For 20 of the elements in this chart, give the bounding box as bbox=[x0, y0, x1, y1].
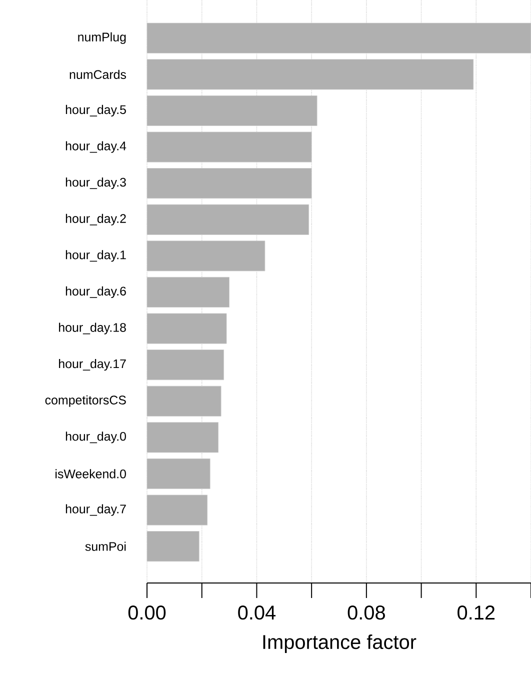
y-tick-label: hour_day.0 bbox=[66, 432, 126, 444]
y-tick-label: hour_day.7 bbox=[66, 504, 126, 516]
y-tick-label: numPlug bbox=[78, 32, 126, 44]
y-tick-label: hour_day.17 bbox=[59, 359, 126, 371]
y-tick-label: competitorsCS bbox=[45, 395, 126, 407]
y-tick-label: hour_day.4 bbox=[66, 141, 126, 153]
y-tick-label: hour_day.5 bbox=[66, 104, 126, 117]
y-tick-label: hour_day.3 bbox=[66, 178, 126, 190]
x-tick-label: 0.00 bbox=[128, 606, 166, 620]
x-axis-title: Importance factor bbox=[263, 634, 416, 654]
y-tick-label: hour_day.2 bbox=[66, 214, 126, 226]
y-tick-label: isWeekend.0 bbox=[56, 469, 126, 478]
y-tick-label: numCards bbox=[70, 70, 126, 79]
x-tick-label: 0.12 bbox=[458, 606, 495, 620]
y-tick-label: hour_day.6 bbox=[66, 286, 126, 298]
y-tick-label: hour_day.18 bbox=[59, 322, 126, 334]
y-tick-label: hour_day.1 bbox=[66, 250, 126, 262]
x-tick-label: 0.04 bbox=[238, 606, 276, 620]
x-tick-label: 0.08 bbox=[348, 606, 385, 620]
y-tick-label: sumPoi bbox=[85, 542, 126, 551]
